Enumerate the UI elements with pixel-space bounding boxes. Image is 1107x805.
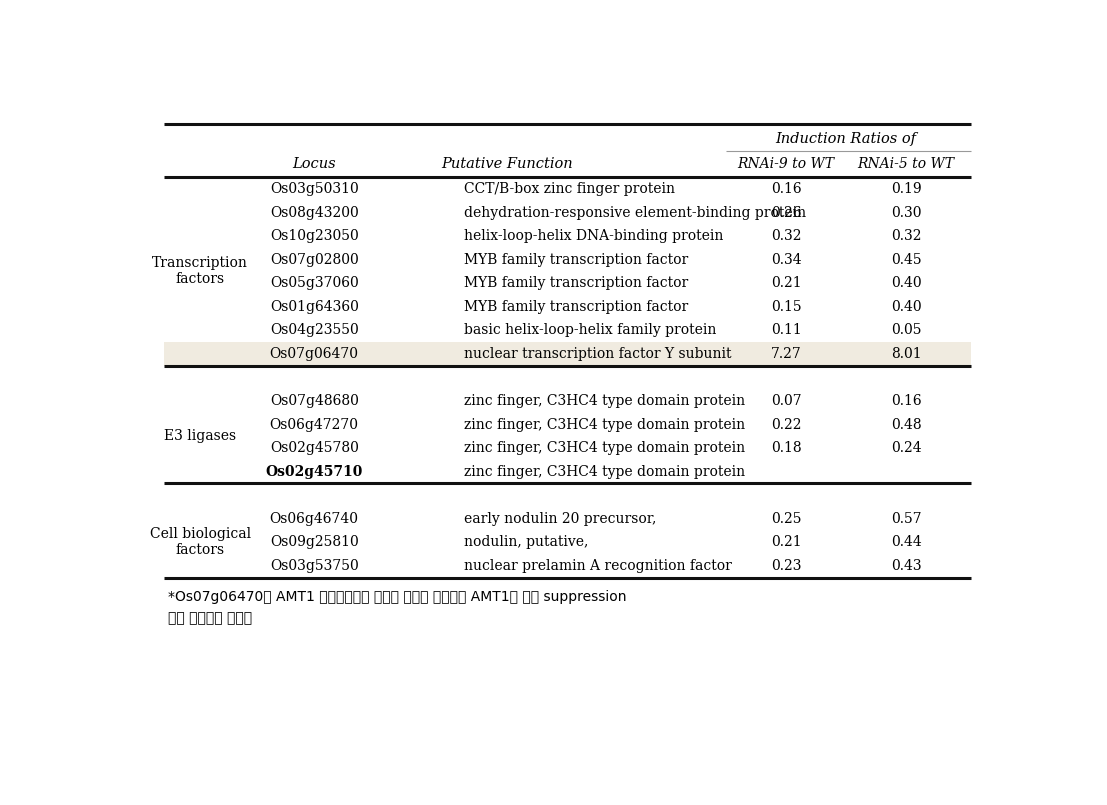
Text: 0.24: 0.24 [891, 441, 921, 455]
Text: 8.01: 8.01 [891, 347, 921, 361]
Text: zinc finger, C3HC4 type domain protein: zinc finger, C3HC4 type domain protein [465, 394, 745, 408]
Text: 0.16: 0.16 [891, 394, 921, 408]
Text: E3 ligases: E3 ligases [164, 429, 236, 444]
Text: MYB family transcription factor: MYB family transcription factor [465, 299, 689, 314]
Text: 0.19: 0.19 [891, 182, 921, 196]
Text: 0.48: 0.48 [891, 418, 921, 431]
Text: Os07g02800: Os07g02800 [270, 253, 359, 266]
Text: Os08g43200: Os08g43200 [270, 205, 359, 220]
Text: 0.32: 0.32 [891, 229, 921, 243]
Text: 0.40: 0.40 [891, 299, 921, 314]
Text: 0.25: 0.25 [770, 512, 801, 526]
Text: Os02g45710: Os02g45710 [266, 464, 363, 479]
Text: Os03g53750: Os03g53750 [270, 559, 359, 573]
Text: 0.23: 0.23 [770, 559, 801, 573]
Text: 0.44: 0.44 [891, 535, 922, 549]
Text: Os04g23550: Os04g23550 [270, 324, 359, 337]
Text: Os06g46740: Os06g46740 [270, 512, 359, 526]
Text: Induction Ratios of: Induction Ratios of [776, 132, 917, 147]
Text: Os01g64360: Os01g64360 [270, 299, 359, 314]
Text: Os07g48680: Os07g48680 [270, 394, 359, 408]
Text: 0.45: 0.45 [891, 253, 921, 266]
Text: nodulin, putative,: nodulin, putative, [465, 535, 589, 549]
Text: 0.05: 0.05 [891, 324, 921, 337]
Text: 0.40: 0.40 [891, 276, 921, 290]
Text: zinc finger, C3HC4 type domain protein: zinc finger, C3HC4 type domain protein [465, 418, 745, 431]
Text: Cell biological
factors: Cell biological factors [149, 527, 250, 557]
Text: 0.43: 0.43 [891, 559, 921, 573]
Text: Os03g50310: Os03g50310 [270, 182, 359, 196]
Text: Os07g06470: Os07g06470 [270, 347, 359, 361]
Text: Putative Function: Putative Function [442, 157, 573, 171]
Text: Os10g23050: Os10g23050 [270, 229, 359, 243]
Text: Os05g37060: Os05g37060 [270, 276, 359, 290]
Text: Os02g45780: Os02g45780 [270, 441, 359, 455]
Text: 0.30: 0.30 [891, 205, 921, 220]
Text: RNAi-9 to WT: RNAi-9 to WT [737, 157, 835, 171]
Text: 0.11: 0.11 [770, 324, 801, 337]
Text: 7.27: 7.27 [770, 347, 801, 361]
Text: RNAi-5 to WT: RNAi-5 to WT [858, 157, 954, 171]
Text: zinc finger, C3HC4 type domain protein: zinc finger, C3HC4 type domain protein [465, 441, 745, 455]
Text: 0.57: 0.57 [891, 512, 921, 526]
Text: Transcription
factors: Transcription factors [152, 256, 248, 287]
Text: Os09g25810: Os09g25810 [270, 535, 359, 549]
Text: 0.15: 0.15 [770, 299, 801, 314]
Text: zinc finger, C3HC4 type domain protein: zinc finger, C3HC4 type domain protein [465, 464, 745, 479]
Text: dehydration-responsive element-binding protein: dehydration-responsive element-binding p… [465, 205, 807, 220]
Text: MYB family transcription factor: MYB family transcription factor [465, 276, 689, 290]
Text: 0.22: 0.22 [770, 418, 801, 431]
Text: 0.21: 0.21 [770, 535, 801, 549]
Text: 0.16: 0.16 [770, 182, 801, 196]
Text: 0.34: 0.34 [770, 253, 801, 266]
Text: early nodulin 20 precursor,: early nodulin 20 precursor, [465, 512, 656, 526]
Text: nuclear prelamin A recognition factor: nuclear prelamin A recognition factor [465, 559, 732, 573]
Text: CCT/B-box zinc finger protein: CCT/B-box zinc finger protein [465, 182, 675, 196]
Text: helix-loop-helix DNA-binding protein: helix-loop-helix DNA-binding protein [465, 229, 724, 243]
Text: 0.21: 0.21 [770, 276, 801, 290]
Text: 0.07: 0.07 [770, 394, 801, 408]
Text: MYB family transcription factor: MYB family transcription factor [465, 253, 689, 266]
Text: *Os07g06470은 AMT1 변이계통에서 오히려 발현이 증가하여 AMT1에 의해 suppression: *Os07g06470은 AMT1 변이계통에서 오히려 발현이 증가하여 AM… [168, 590, 627, 605]
Text: basic helix-loop-helix family protein: basic helix-loop-helix family protein [465, 324, 716, 337]
Text: 0.32: 0.32 [770, 229, 801, 243]
Text: 0.26: 0.26 [770, 205, 801, 220]
Text: Locus: Locus [292, 157, 337, 171]
Text: Os06g47270: Os06g47270 [270, 418, 359, 431]
Bar [164, 342, 971, 365]
Text: 0.18: 0.18 [770, 441, 801, 455]
Text: 되는 유전자로 사료됨: 되는 유전자로 사료됨 [168, 611, 252, 625]
Text: nuclear transcription factor Y subunit: nuclear transcription factor Y subunit [465, 347, 732, 361]
